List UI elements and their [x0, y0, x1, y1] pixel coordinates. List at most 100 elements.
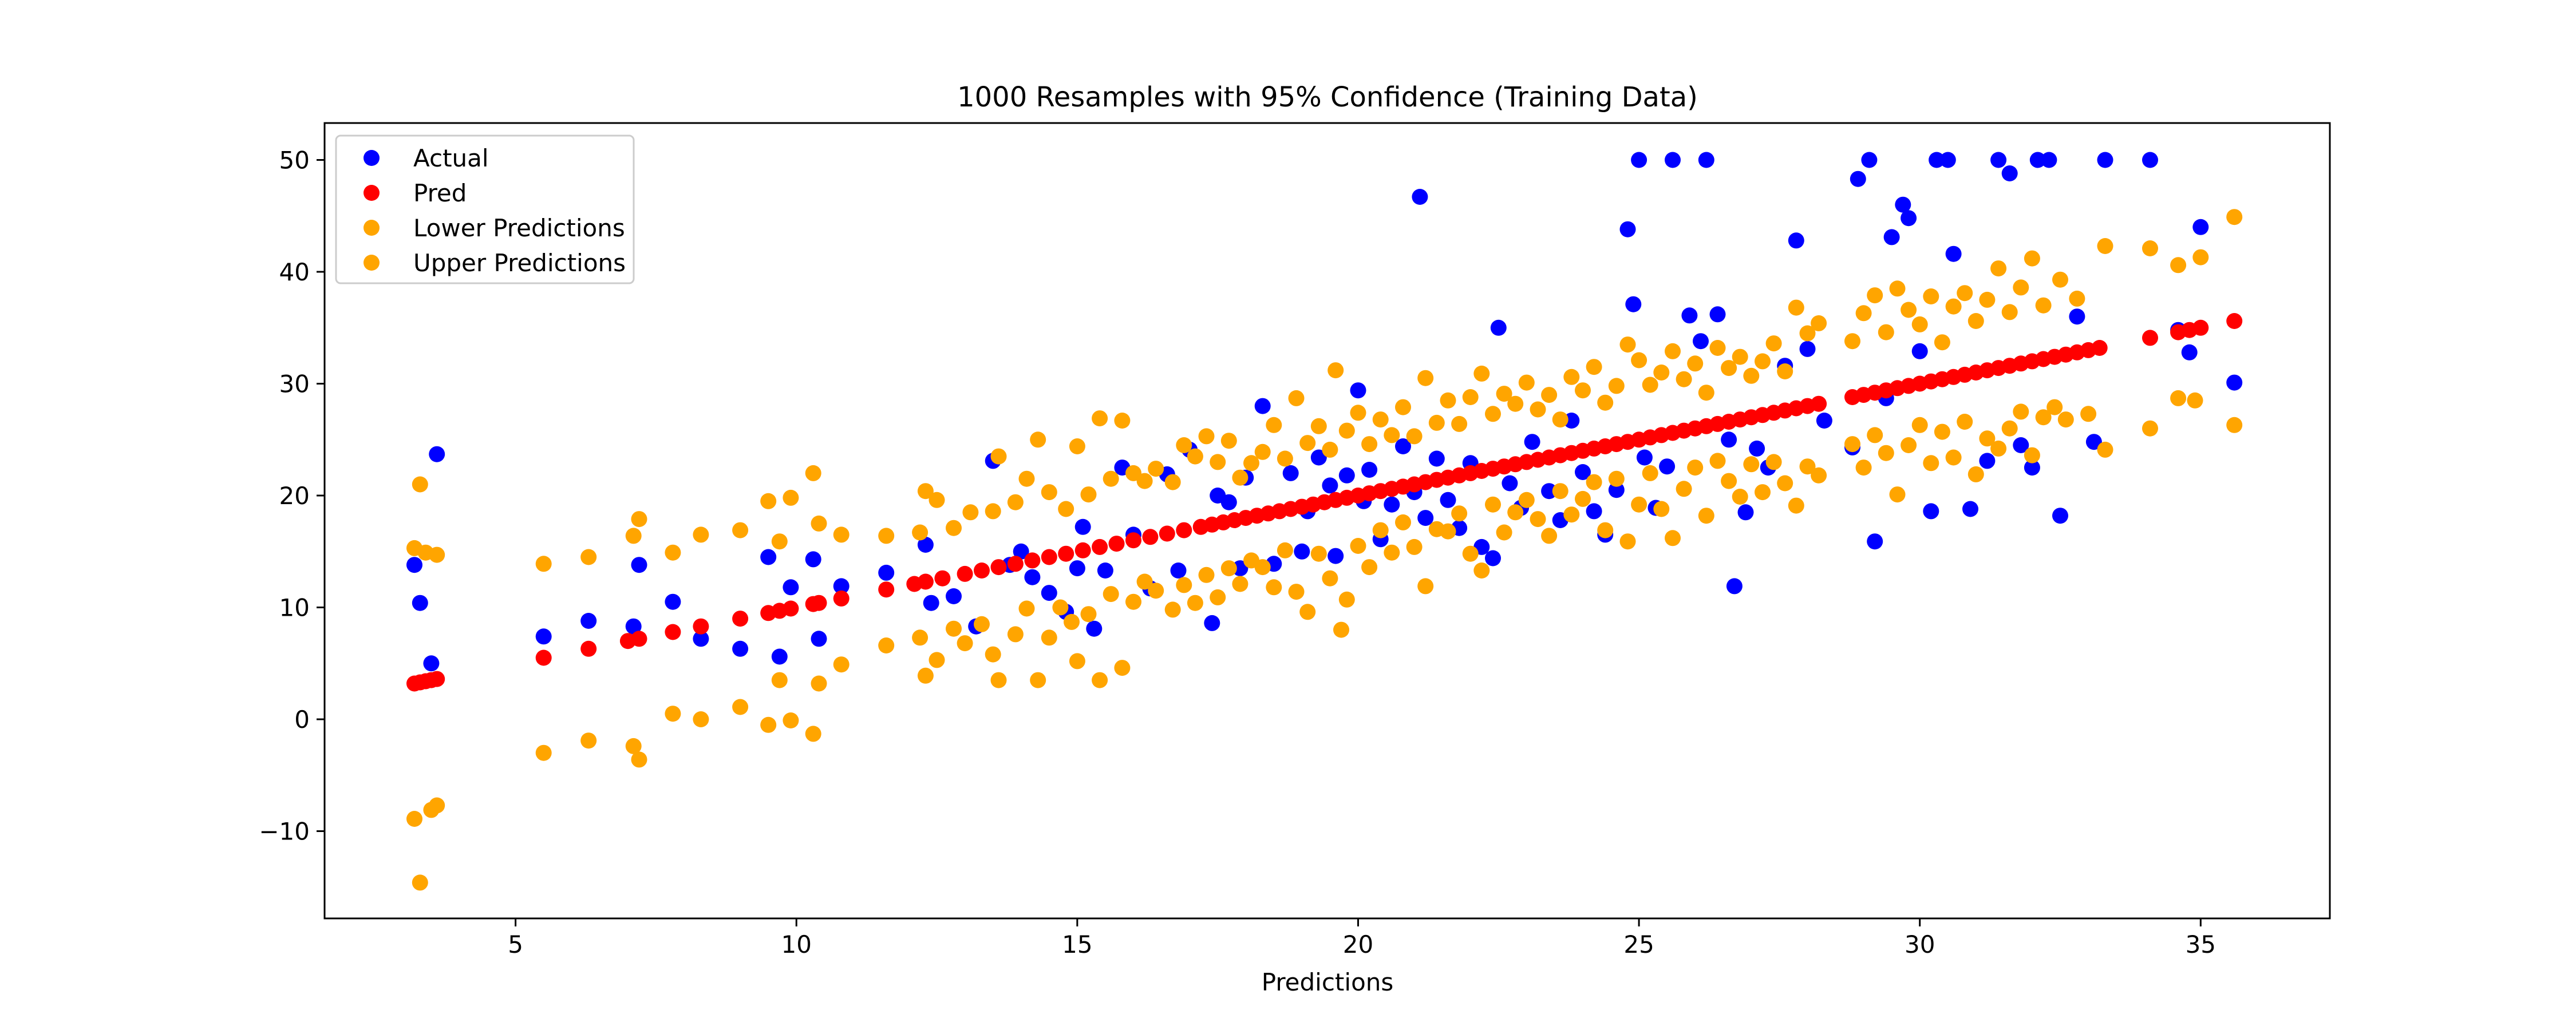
data-point: [693, 526, 709, 543]
data-point: [1406, 428, 1423, 445]
data-point: [917, 483, 934, 500]
data-point: [805, 726, 821, 742]
data-point: [2001, 304, 2018, 320]
data-point: [1440, 523, 1456, 540]
data-point: [1737, 504, 1754, 521]
data-point: [1631, 352, 1647, 369]
data-point: [1074, 542, 1091, 558]
data-point: [1816, 413, 1832, 429]
data-point: [1990, 440, 2007, 457]
data-point: [665, 706, 681, 722]
data-point: [1041, 585, 1057, 601]
x-tick-label: 30: [1905, 930, 1935, 958]
data-point: [2069, 290, 2085, 307]
data-point: [2080, 406, 2097, 422]
data-point: [1597, 522, 1614, 538]
data-point: [2192, 219, 2209, 235]
data-point: [1058, 545, 1074, 562]
data-point: [1327, 548, 1344, 564]
data-point: [2024, 447, 2040, 464]
data-point: [878, 564, 895, 581]
data-point: [974, 562, 990, 579]
data-point: [1631, 152, 1647, 168]
data-point: [2024, 459, 2040, 476]
data-point: [1125, 593, 1141, 610]
data-point: [1485, 550, 1501, 566]
data-point: [1074, 518, 1091, 535]
data-point: [2029, 152, 2046, 168]
data-point: [1384, 544, 1400, 561]
data-point: [1210, 454, 1226, 470]
legend-marker: [364, 255, 380, 271]
data-point: [1007, 556, 1024, 572]
data-point: [423, 655, 440, 672]
data-point: [1698, 385, 1714, 401]
data-point: [1552, 411, 1568, 428]
y-tick-label: 50: [279, 146, 310, 175]
data-point: [1524, 434, 1540, 450]
data-point: [1103, 586, 1119, 603]
data-point: [957, 565, 973, 582]
data-point: [1220, 494, 1237, 510]
data-point: [1726, 578, 1743, 595]
legend: Actual Pred Lower Predictions Upper Predict…: [335, 134, 635, 284]
data-point: [1114, 413, 1131, 429]
data-point: [2142, 420, 2158, 437]
data-point: [1962, 501, 1978, 517]
ticks-layer: 5 10 15 20 25 30 35 −10 0 10 20 30 40 50: [259, 146, 2216, 958]
data-point: [1586, 359, 1602, 375]
data-point: [1148, 583, 1164, 599]
data-point: [665, 593, 681, 610]
data-point: [2097, 441, 2113, 458]
data-point: [1665, 530, 1681, 546]
data-point: [878, 637, 895, 653]
data-point: [1485, 406, 1501, 422]
data-point: [1653, 365, 1670, 381]
data-point: [990, 672, 1007, 688]
data-point: [1721, 360, 1737, 377]
y-tick-label: 40: [279, 258, 310, 286]
data-point: [1709, 306, 1726, 323]
data-point: [1266, 579, 1282, 596]
data-point: [665, 544, 681, 561]
data-point: [1176, 522, 1192, 538]
data-point: [2013, 403, 2029, 420]
data-point: [1619, 533, 1636, 550]
data-point: [1462, 389, 1479, 405]
data-point: [625, 738, 642, 754]
data-point: [1125, 532, 1141, 549]
data-point: [1350, 405, 1366, 421]
data-point: [1086, 620, 1103, 637]
data-point: [1676, 481, 1692, 497]
data-point: [912, 629, 929, 646]
data-point: [990, 559, 1007, 576]
data-point: [1901, 437, 1917, 453]
data-point: [1687, 459, 1704, 476]
data-point: [1395, 399, 1411, 415]
data-point: [2142, 152, 2158, 168]
data-point: [1069, 653, 1085, 670]
data-point: [1254, 559, 1271, 576]
data-point: [412, 595, 428, 611]
data-point: [1232, 576, 1249, 592]
data-point: [1575, 490, 1591, 507]
data-point: [1473, 562, 1490, 579]
legend-items: Actual Pred Lower Predictions Upper Predict…: [364, 144, 626, 277]
data-point: [1395, 438, 1411, 454]
data-point: [1911, 316, 1928, 332]
data-point: [2226, 209, 2243, 225]
data-point: [1327, 362, 1344, 379]
data-point: [1299, 604, 1316, 620]
data-point: [2091, 340, 2108, 356]
data-point: [1299, 435, 1316, 451]
data-point: [1929, 152, 1945, 168]
data-point: [1007, 626, 1024, 643]
data-point: [1361, 436, 1378, 453]
data-point: [1878, 324, 1894, 340]
data-point: [1923, 288, 1939, 304]
data-point: [1064, 613, 1080, 630]
data-point: [1721, 431, 1737, 448]
data-point: [1496, 524, 1512, 541]
data-point: [1979, 453, 1996, 469]
data-point: [2170, 257, 2187, 274]
